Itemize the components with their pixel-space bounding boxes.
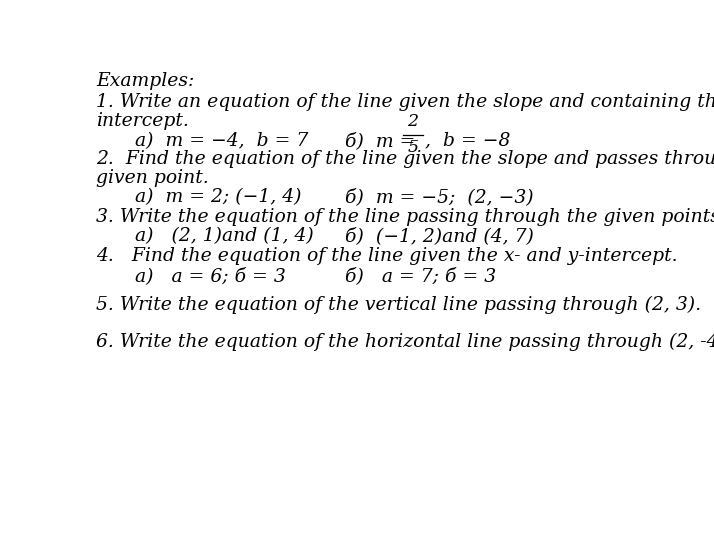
Text: 5. Write the equation of the vertical line passing through (2, 3).: 5. Write the equation of the vertical li… [96, 296, 701, 314]
Text: 5: 5 [408, 139, 418, 156]
Text: 1. Write an equation of the line given the slope and containing the y-: 1. Write an equation of the line given t… [96, 93, 714, 111]
Text: intercept.: intercept. [96, 112, 188, 130]
Text: 2: 2 [408, 114, 418, 131]
Text: б)  m =: б) m = [327, 132, 421, 150]
Text: б)  (−1, 2)and (4, 7): б) (−1, 2)and (4, 7) [327, 227, 534, 245]
Text: 6. Write the equation of the horizontal line passing through (2, -4): 6. Write the equation of the horizontal … [96, 333, 714, 351]
Text: б)  m = −5;  (2, −3): б) m = −5; (2, −3) [327, 188, 534, 206]
Text: a)  m = −4,  b = 7: a) m = −4, b = 7 [117, 132, 308, 150]
Text: given point.: given point. [96, 169, 208, 188]
Text: 2.  Find the equation of the line given the slope and passes through thе: 2. Find the equation of the line given t… [96, 150, 714, 168]
Text: б)   a = 7; б = 3: б) a = 7; б = 3 [327, 266, 496, 285]
Text: a)   (2, 1)and (1, 4): a) (2, 1)and (1, 4) [117, 227, 313, 245]
Text: Examples:: Examples: [96, 72, 194, 90]
Text: 3. Write the equation of the line passing through the given points.: 3. Write the equation of the line passin… [96, 207, 714, 225]
Text: 4.   Find the equation of the line given the x- and y-intercept.: 4. Find the equation of the line given t… [96, 247, 678, 265]
Text: a)   a = 6; б = 3: a) a = 6; б = 3 [117, 266, 286, 285]
Text: a)  m = 2; (−1, 4): a) m = 2; (−1, 4) [117, 188, 301, 206]
Text: ,  b = −8: , b = −8 [425, 132, 511, 150]
